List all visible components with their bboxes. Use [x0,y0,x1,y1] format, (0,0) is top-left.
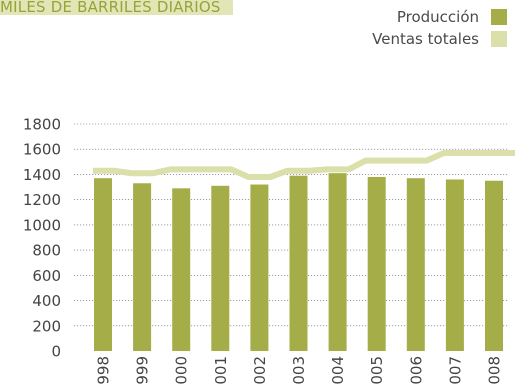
production-bars [94,173,503,351]
y-tick-label: 600 [32,267,61,285]
x-axis-ticks: 1998 1999 2000 2001 2002 2003 2004 2005 2006 2007… [95,356,504,385]
y-tick-label: 800 [32,242,61,260]
bar-production-1999 [133,183,152,351]
y-tick-label: 1200 [23,191,61,209]
sales-line [93,150,515,180]
y-tick-label: 1600 [23,141,61,159]
x-tick-label: 2002 [251,356,269,385]
legend-swatch-sales [491,31,507,47]
x-tick-label: 1999 [134,356,152,385]
y-tick-label: 400 [32,292,61,310]
y-axis-ticks: 0 200 400 600 800 1000 1200 1400 1600 1800 [23,116,61,361]
bar-production-2005 [367,176,386,351]
x-tick-label: 2000 [173,356,191,385]
x-tick-label: 2001 [212,356,230,385]
bar-production-2001 [211,185,230,351]
bar-production-2000 [172,188,191,351]
header-strip: MILES DE BARRILES DIARIOS [0,0,233,15]
x-tick-label: 2005 [368,356,386,385]
chart-legend: Producción Ventas totales [372,8,507,48]
legend-label-sales: Ventas totales [372,30,479,48]
bar-production-2003 [289,175,308,351]
legend-item-sales: Ventas totales [372,30,507,48]
y-tick-label: 200 [32,317,61,335]
legend-item-production: Producción [397,8,507,26]
legend-swatch-production [491,9,507,25]
bar-production-1998 [94,178,112,351]
legend-label-production: Producción [396,8,479,26]
x-tick-label: 2008 [486,356,504,385]
y-tick-label: 1800 [23,116,61,134]
y-tick-label: 0 [51,343,61,361]
bar-production-2006 [406,178,425,351]
bar-production-2002 [250,184,269,351]
x-tick-label: 2007 [446,356,464,385]
bar-production-2007 [445,179,464,351]
y-tick-label: 1400 [23,166,61,184]
x-tick-label: 2003 [290,356,308,385]
x-tick-label: 2004 [329,356,347,385]
x-tick-label: 2006 [407,356,425,385]
bar-production-2004 [328,173,347,351]
x-tick-label: 1998 [95,356,113,385]
header-strip-text: MILES DE BARRILES DIARIOS [0,0,221,16]
bar-production-2008 [485,180,503,351]
y-tick-label: 1000 [23,216,61,234]
series-line-sales [93,150,515,180]
